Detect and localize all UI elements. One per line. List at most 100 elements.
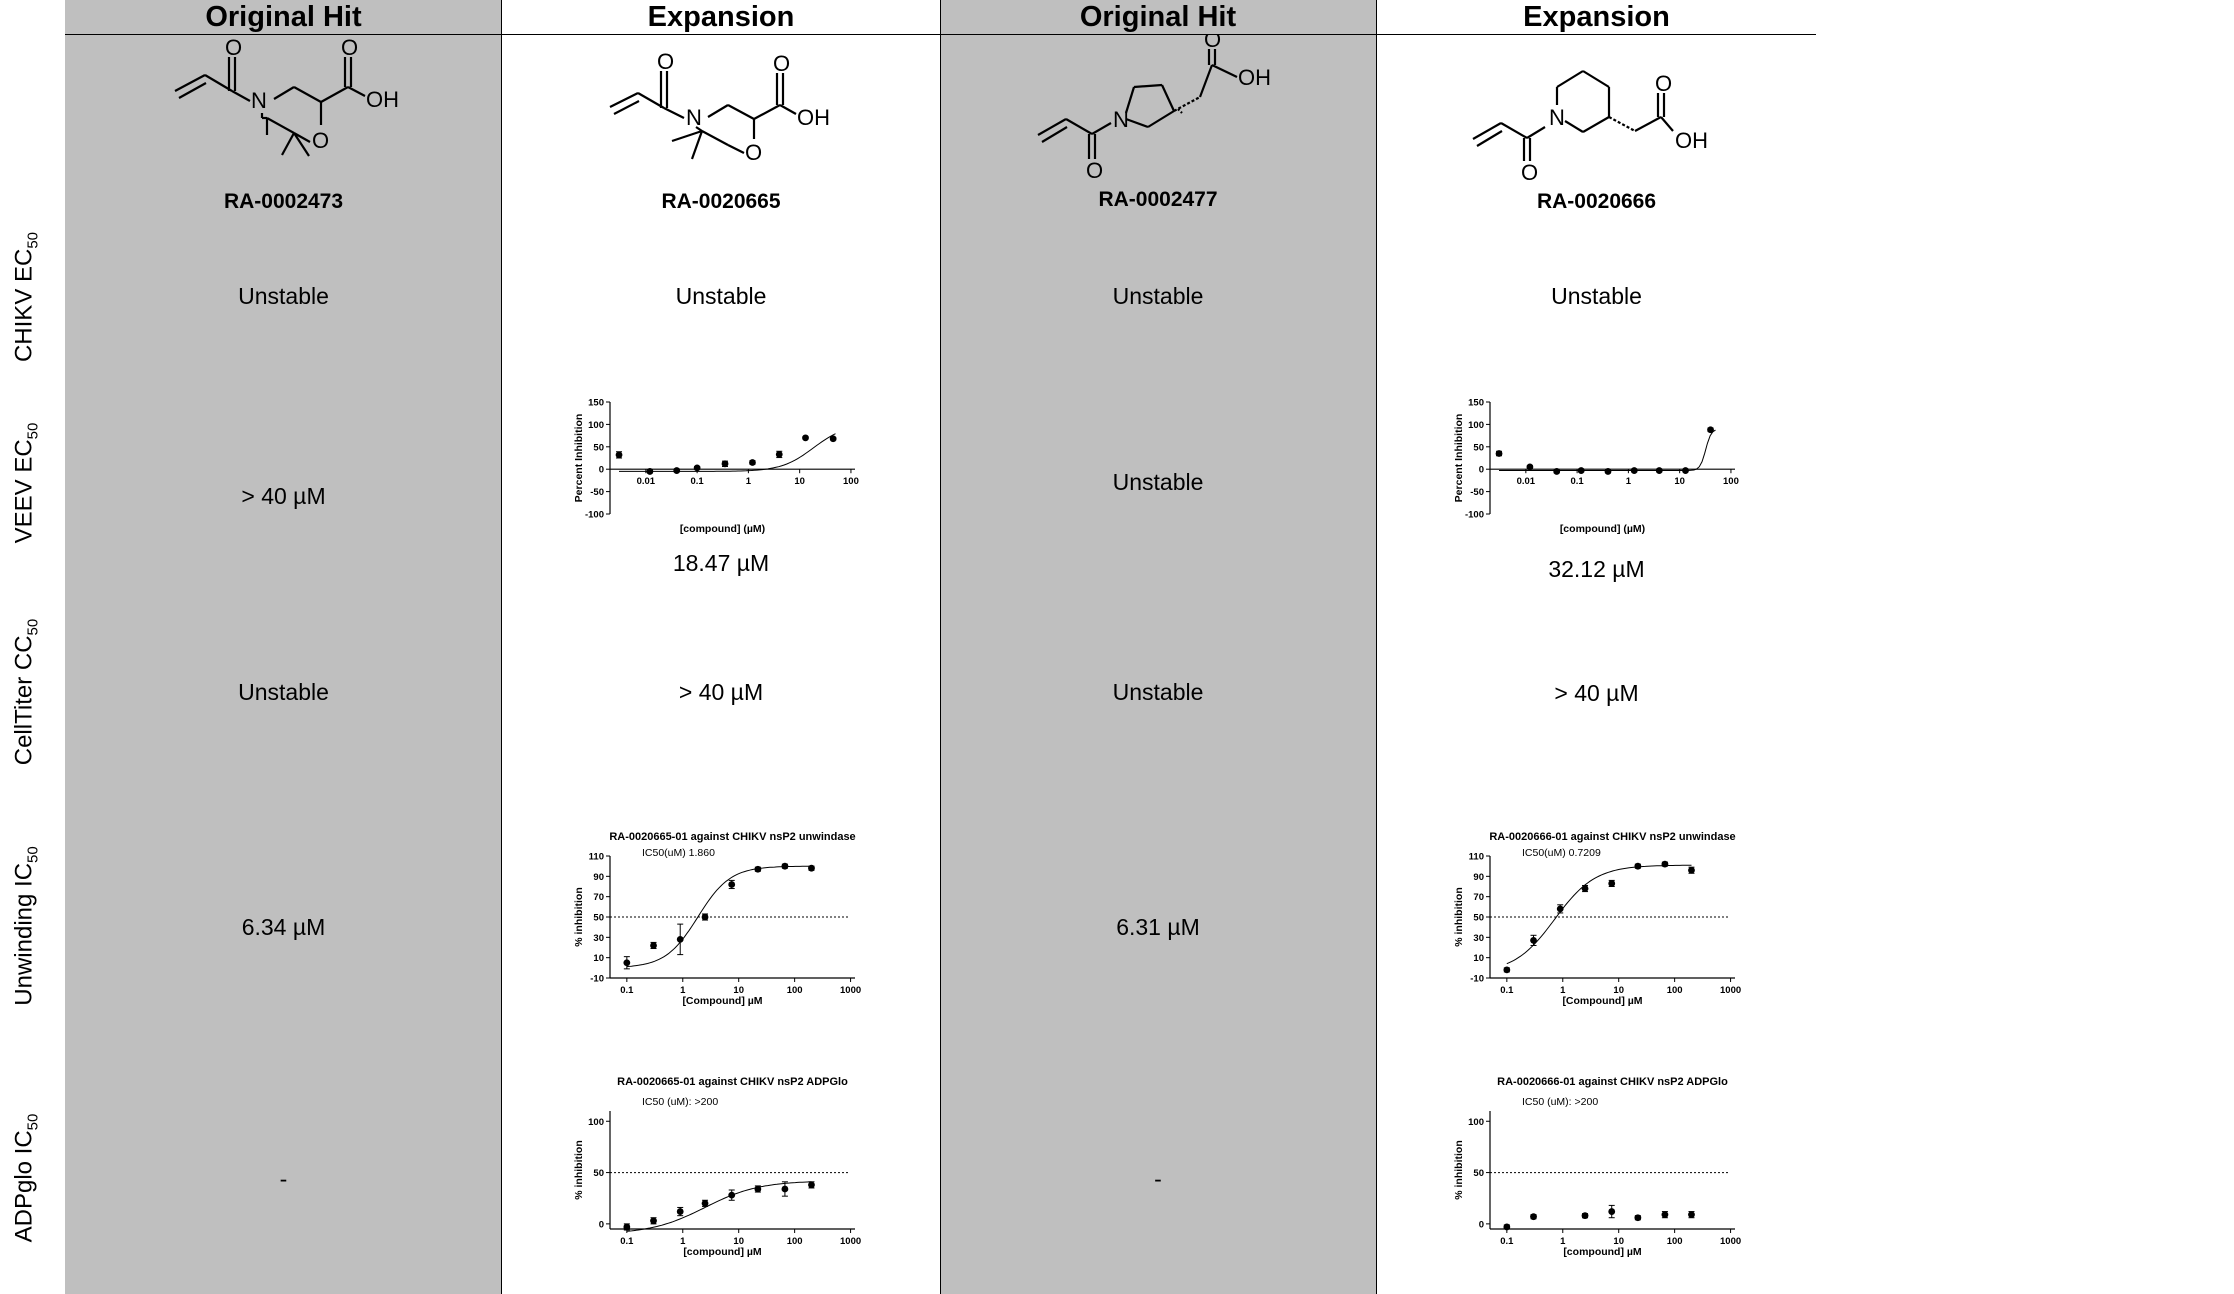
- y-tick-label: 90: [593, 872, 604, 883]
- data-point: [1604, 468, 1612, 475]
- x-tick-label: 100: [787, 1236, 803, 1247]
- unwinding-ic50-value: 6.31 µM: [1116, 914, 1200, 940]
- svg-text:O: O: [773, 51, 790, 76]
- data-point: [781, 1185, 789, 1193]
- data-point: [1608, 880, 1616, 887]
- x-axis-label: [compound] µM: [1563, 1246, 1642, 1258]
- x-tick-label: 0.1: [1500, 985, 1514, 996]
- x-tick-label: 10: [1613, 1236, 1624, 1247]
- chart-annotation: IC50 (uM): >200: [642, 1096, 718, 1108]
- x-tick-label: 10: [733, 985, 744, 996]
- compound-id: RA-0020666: [1536, 190, 1657, 213]
- svg-text:O: O: [745, 140, 762, 165]
- y-tick-label: 0: [599, 465, 604, 476]
- y-tick-label: 50: [1473, 1168, 1484, 1179]
- svg-text:O: O: [1086, 158, 1103, 183]
- data-point: [1503, 966, 1511, 974]
- chikv-ec50-value: Unstable: [238, 283, 329, 309]
- data-point: [676, 935, 684, 943]
- chart-title: RA-0020666-01 against CHIKV nsP2 unwinda…: [1489, 831, 1735, 843]
- y-tick-label: 30: [1473, 933, 1484, 944]
- data-point: [781, 862, 789, 870]
- header-divider: [65, 34, 1816, 35]
- x-axis-label: [compound] (µM): [1560, 523, 1645, 535]
- x-tick-label: 1000: [1720, 1236, 1741, 1247]
- svg-text:O: O: [225, 35, 242, 60]
- y-tick-label: 50: [593, 1168, 604, 1179]
- y-tick-label: -10: [1470, 974, 1484, 985]
- row-label-chikv: CHIKV EC50: [10, 231, 42, 363]
- data-point: [775, 451, 783, 458]
- y-tick-label: 110: [589, 852, 604, 863]
- svg-text:N: N: [686, 105, 702, 130]
- y-tick-label: 100: [588, 1117, 604, 1128]
- data-point: [1553, 468, 1561, 475]
- svg-text:O: O: [1521, 160, 1538, 185]
- veev-dose-response-chart: 150 100 50 0 -50 -100 0.01 0.1 1 10 100 [compound] …: [1453, 398, 1739, 536]
- x-tick-label: 1: [746, 476, 752, 487]
- x-tick-label: 0.1: [620, 1236, 634, 1247]
- svg-text:O: O: [1204, 35, 1221, 52]
- veev-ec50-value: > 40 µM: [241, 483, 326, 509]
- y-tick-label: -50: [590, 487, 604, 498]
- y-tick-label: 50: [1473, 442, 1484, 453]
- svg-text:OH: OH: [1238, 65, 1271, 90]
- veev-ec50-value: 18.47 µM: [672, 550, 770, 576]
- x-tick-label: 0.1: [1571, 476, 1585, 487]
- y-tick-label: 0: [1479, 465, 1484, 476]
- data-point: [646, 468, 654, 475]
- y-tick-label: 10: [593, 953, 604, 964]
- data-point: [1661, 1211, 1669, 1219]
- data-point: [1581, 885, 1589, 892]
- data-point: [1634, 862, 1642, 870]
- data-point: [1503, 1223, 1511, 1231]
- chart-annotation: IC50(uM) 1.860: [642, 847, 715, 859]
- x-tick-label: 1000: [840, 1236, 861, 1247]
- x-tick-label: 1: [680, 985, 686, 996]
- data-point: [1577, 467, 1585, 474]
- data-point: [808, 864, 815, 872]
- y-tick-label: -100: [585, 510, 604, 521]
- y-tick-label: -100: [1465, 510, 1484, 521]
- svg-text:O: O: [1655, 71, 1672, 96]
- column-divider: [940, 0, 941, 1294]
- y-tick-label: 100: [1468, 1117, 1484, 1128]
- y-tick-label: -10: [590, 974, 604, 985]
- y-tick-label: 0: [1479, 1219, 1484, 1230]
- svg-text:O: O: [312, 128, 329, 153]
- x-tick-label: 0.01: [637, 476, 656, 487]
- y-tick-label: 90: [1473, 872, 1484, 883]
- data-point: [701, 913, 709, 921]
- data-point: [754, 1185, 762, 1193]
- structure-ra-0020665: N O O OH O: [609, 49, 830, 165]
- data-point: [1682, 467, 1689, 474]
- y-tick-label: 110: [1469, 852, 1484, 863]
- data-point: [673, 467, 681, 474]
- y-axis-label: % inhibition: [1453, 887, 1465, 947]
- y-tick-label: 50: [1473, 913, 1484, 924]
- adpglo-dose-response-chart: RA-0020665-01 against CHIKV nsP2 ADPGlo I…: [573, 1076, 861, 1258]
- y-tick-label: 50: [593, 913, 604, 924]
- adpglo-ic50-value: -: [1154, 1166, 1162, 1192]
- svg-text:OH: OH: [797, 105, 830, 130]
- data-point: [1608, 1208, 1616, 1215]
- data-point: [1688, 1211, 1695, 1219]
- shaded-column-original-hit-1: [65, 0, 502, 1294]
- x-tick-label: 1: [1626, 476, 1632, 487]
- data-point: [676, 1208, 684, 1215]
- data-point: [728, 1191, 736, 1199]
- fit-curve: [619, 433, 836, 472]
- compound-id: RA-0002473: [223, 190, 344, 213]
- veev-ec50-value: 32.12 µM: [1548, 556, 1645, 582]
- x-axis-label: [compound] µM: [683, 1246, 762, 1258]
- unwinding-ic50-value: 6.34 µM: [241, 914, 326, 940]
- svg-text:OH: OH: [366, 87, 399, 112]
- y-tick-label: 70: [593, 892, 604, 903]
- data-point: [749, 459, 756, 466]
- x-axis-label: [Compound] µM: [1562, 995, 1642, 1007]
- x-tick-label: 100: [1723, 476, 1739, 487]
- chart-annotation: IC50(uM) 0.7209: [1522, 847, 1601, 859]
- row-label-unwinding: Unwinding IC50: [10, 846, 42, 1006]
- x-tick-label: 10: [1674, 476, 1685, 487]
- chart-title: RA-0020665-01 against CHIKV nsP2 unwinda…: [609, 831, 855, 843]
